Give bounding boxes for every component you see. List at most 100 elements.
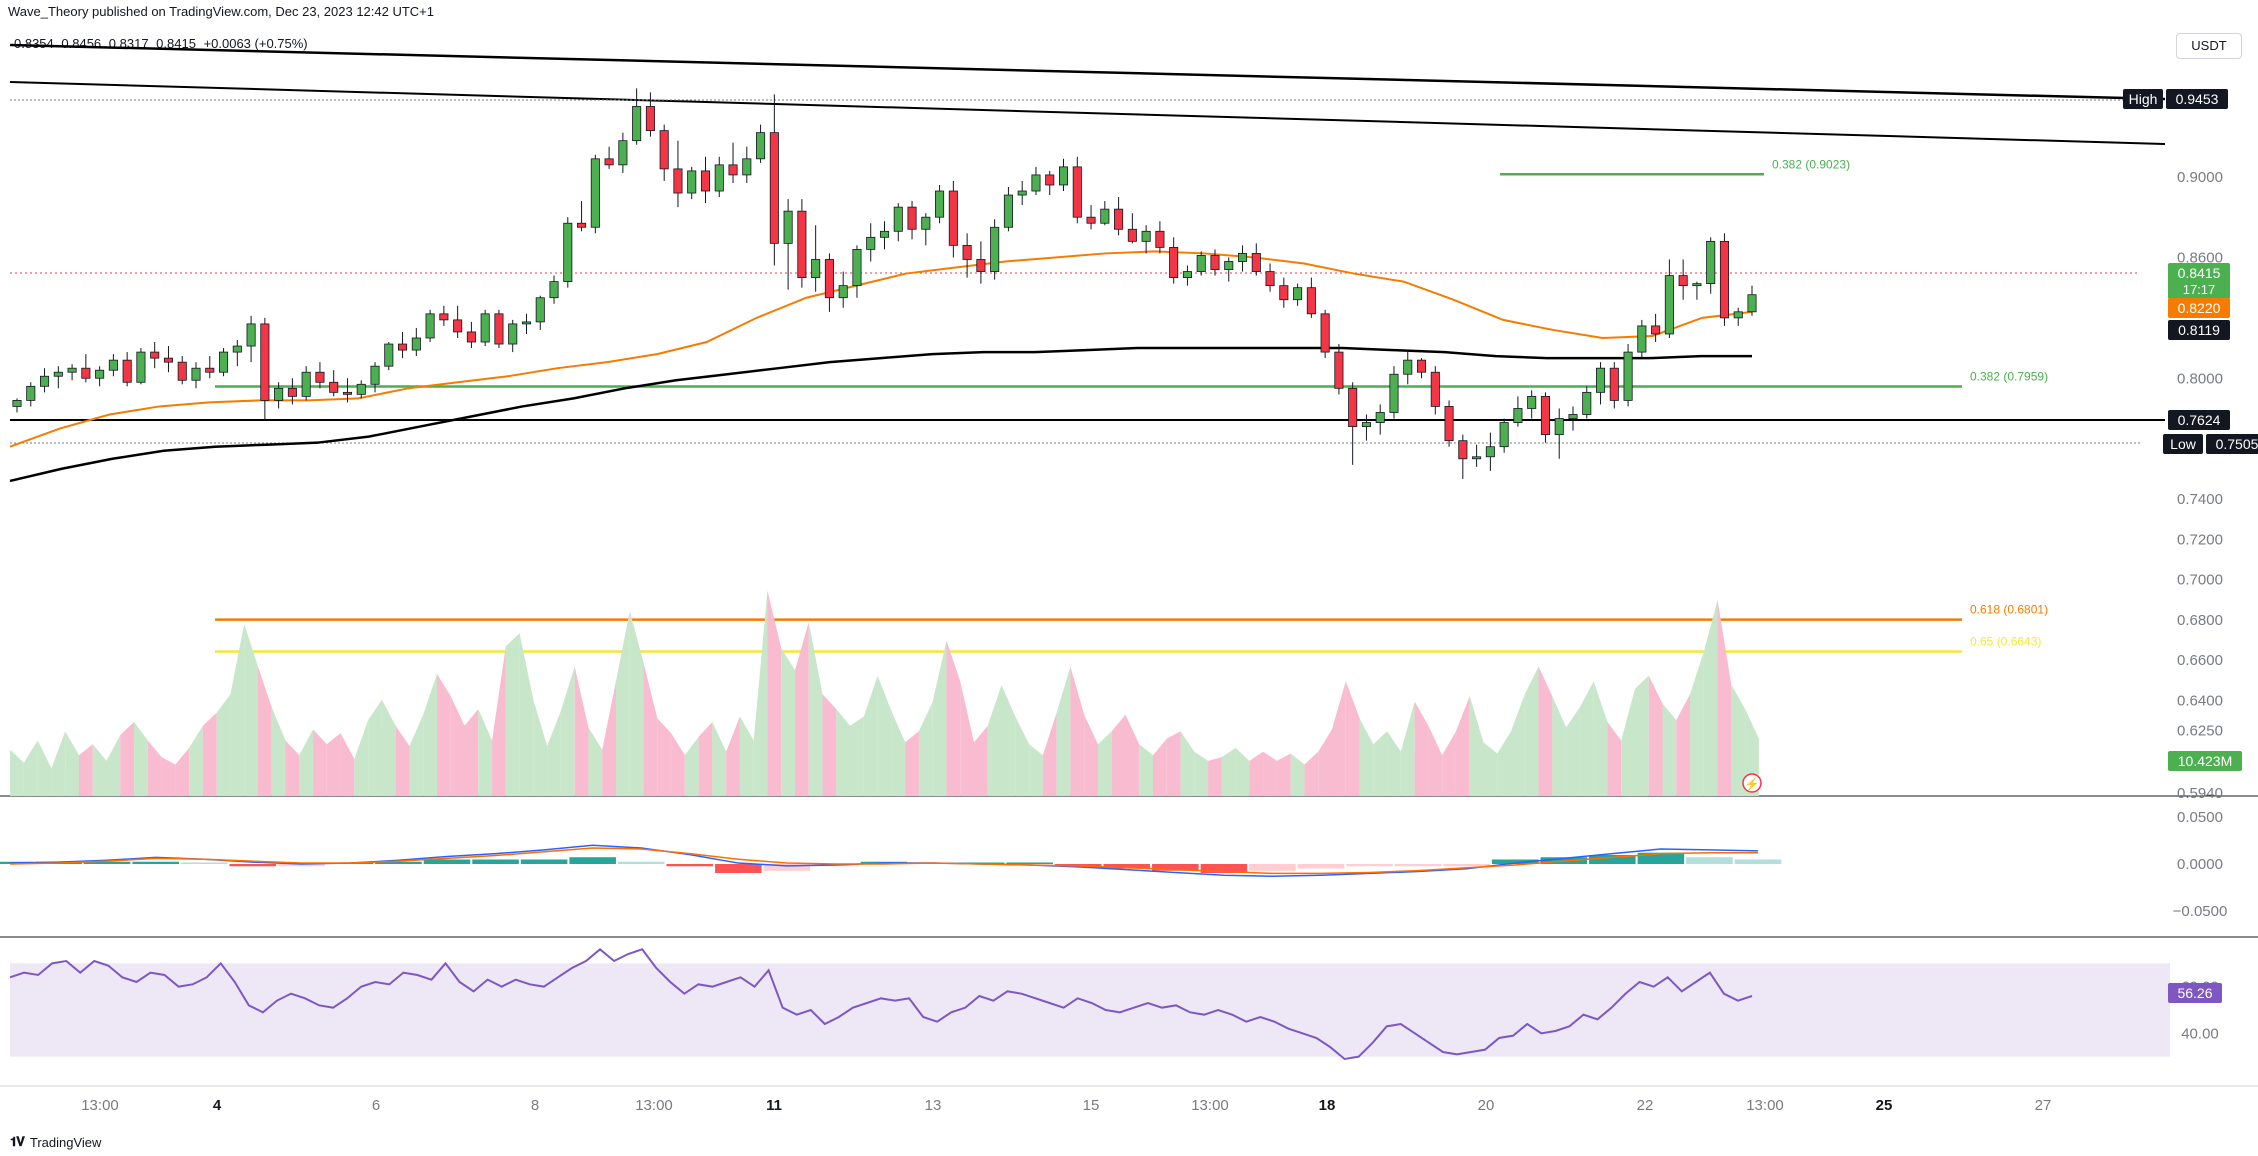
volume-area-segment [202,712,217,796]
currency-button[interactable]: USDT [2176,33,2242,59]
volume-area-segment [1263,751,1277,796]
macd-histogram-bar [1346,864,1393,867]
candle-body [246,323,256,347]
macd-histogram-bar [1686,857,1733,864]
macd-histogram-bar [375,861,422,864]
candle-body [632,106,642,142]
candle-body [797,210,807,278]
candle-body [1017,190,1027,196]
volume-area-segment [1345,681,1360,796]
volume-area-segment [1703,599,1718,796]
candle-body [769,132,779,244]
macd-histogram-bar [520,859,568,864]
candle-body [535,297,545,323]
volume-area-segment [822,694,837,796]
candle-body [1430,371,1440,407]
candle-body [1499,422,1509,448]
volume-area-segment [1731,685,1746,796]
volume-area-segment [23,740,38,796]
candle-body [1155,230,1165,248]
candle-body [659,130,669,170]
volume-area-segment [726,716,740,796]
candle-body [1031,174,1041,192]
volume-area-segment [1538,666,1553,796]
time-tick-label: 13:00 [635,1097,673,1114]
candle-body [1182,271,1192,278]
candle-body [370,365,380,385]
macd-histogram-bar [1297,864,1345,869]
volume-area-segment [423,673,437,796]
rsi-band [10,963,2170,1057]
volume-area-segment [285,740,300,796]
volume-area-segment [51,731,66,796]
volume-area-segment [1442,731,1456,796]
volume-area-segment [1373,731,1388,796]
candle-body [948,190,958,246]
candle-body [1361,422,1371,427]
price-badge-prefix: High [2129,91,2158,107]
price-badge-bg [2168,263,2230,299]
volume-area-segment [37,740,52,796]
candle-body [1127,228,1137,242]
volume-area-segment [1552,696,1567,796]
volume-area-segment [1469,696,1484,796]
publish-attribution: Wave_Theory published on TradingView.com… [8,4,434,19]
volume-area-segment [313,729,327,796]
candle-body [1114,208,1124,230]
candle-body [1692,283,1702,287]
candle-body [439,313,449,321]
candle-body [1609,367,1619,401]
candle-body [714,164,724,192]
candle-body [645,106,655,132]
candle-body [1719,240,1729,319]
candle-body [219,351,229,373]
candle-body [1045,174,1055,186]
candle-body [590,158,600,228]
volume-area-segment [1125,714,1140,796]
volume-area-segment [739,716,754,796]
volume-area-segment [1455,696,1470,796]
candle-body [1513,408,1523,423]
price-tick-label: 0.9000 [2177,169,2223,186]
candle-body [1003,194,1013,228]
candle-body [521,321,532,325]
price-badge-bg [2168,298,2230,318]
time-tick-label: 8 [531,1097,539,1114]
volume-area-segment [974,725,988,796]
volume-area-segment [1001,685,1016,796]
candle-body [1086,216,1096,224]
candle-body [1196,255,1206,272]
candle-body [1375,412,1385,423]
volume-area-segment [147,740,162,796]
volume-area-segment [836,709,851,796]
volume-area-segment [450,696,465,796]
candle-body [177,361,187,381]
macd-histogram-bar [1734,859,1782,864]
volume-area-segment [436,673,451,796]
time-tick-label: 13:00 [81,1097,119,1114]
candle-body [907,206,917,230]
candle-body [824,259,834,299]
candle-body [604,158,614,166]
rsi-tick-label: 40.00 [2181,1025,2219,1042]
candle-body [990,226,1000,272]
macd-tick-label: 0.0500 [2177,809,2223,826]
candle-body [756,132,766,160]
volume-area-segment [615,611,630,796]
time-tick-label: 18 [1319,1097,1336,1114]
price-badge-bg [2206,434,2258,454]
volume-area-segment [1249,751,1264,796]
candle-body [1251,253,1261,272]
macd-histogram-bar [666,864,714,867]
candle-body [577,222,587,228]
candle-body [728,164,738,176]
macd-histogram-bar [715,864,762,874]
candle-body [976,259,986,272]
candle-body [205,367,215,373]
footer-brand[interactable]: 𝟏𝐕 TradingView [10,1132,101,1152]
macd-histogram-bar [1443,864,1490,867]
volume-area-segment [877,675,892,796]
candle-body [1444,406,1454,442]
macd-histogram-bar [1006,862,1053,864]
